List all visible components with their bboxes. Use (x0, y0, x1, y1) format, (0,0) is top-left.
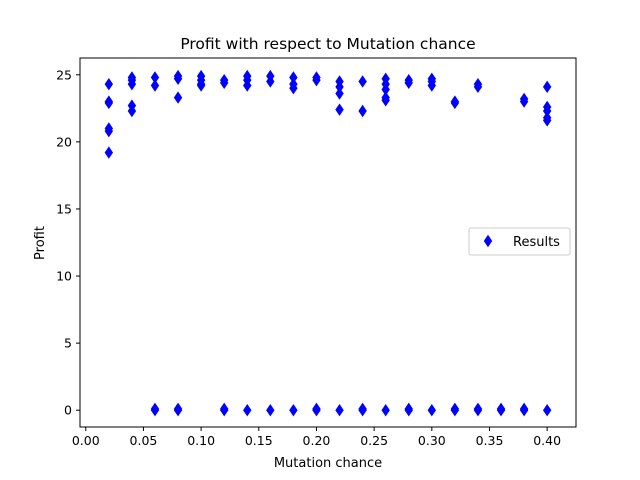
data-point-0-85 (542, 404, 552, 417)
x-tick-label-3: 0.15 (245, 433, 273, 448)
x-tick-label-2: 0.10 (187, 433, 215, 448)
y-tick-label-4: 20 (56, 134, 72, 149)
data-point-0-33 (266, 75, 275, 88)
data-point-0-69 (450, 404, 460, 417)
data-point-0-82 (542, 104, 552, 118)
data-point-0-16 (173, 72, 183, 85)
data-point-0-84 (542, 114, 552, 127)
chart-title: Profit with respect to Mutation chance (180, 35, 475, 53)
data-point-0-2 (104, 96, 114, 110)
x-tick-label-1: 0.05 (130, 433, 158, 448)
x-tick-label-6: 0.30 (418, 433, 446, 448)
data-point-0-40 (312, 73, 321, 87)
data-point-0-47 (335, 404, 344, 417)
data-point-0-57 (381, 404, 390, 417)
data-point-0-11 (150, 71, 160, 84)
data-point-0-19 (173, 404, 183, 417)
data-point-0-14 (150, 404, 160, 417)
data-point-0-38 (289, 404, 298, 417)
data-point-0-30 (243, 79, 252, 92)
data-point-0-4 (104, 124, 114, 138)
x-tick-label-4: 0.20 (303, 433, 331, 448)
y-tick-label-1: 5 (64, 336, 72, 351)
data-point-0-23 (196, 79, 206, 92)
y-tick-label-5: 25 (56, 67, 72, 82)
data-point-0-61 (404, 404, 413, 417)
data-point-0-49 (358, 104, 367, 118)
x-tick-label-0: 0.00 (72, 433, 100, 448)
x-tick-label-5: 0.25 (360, 433, 388, 448)
legend-box (468, 227, 571, 256)
data-point-0-12 (150, 79, 160, 92)
data-point-0-80 (542, 80, 552, 94)
data-point-0-51 (358, 404, 367, 417)
y-tick-label-0: 0 (64, 403, 72, 418)
legend-label-results: Results (513, 235, 560, 250)
axes-frame (79, 57, 577, 428)
data-point-0-67 (450, 96, 460, 110)
x-axis-label: Mutation chance (274, 456, 382, 471)
data-point-0-71 (473, 80, 483, 94)
data-point-0-25 (219, 76, 229, 90)
data-point-0-46 (335, 103, 344, 116)
data-point-0-44 (335, 80, 344, 94)
x-tick-label-8: 0.40 (533, 433, 561, 448)
y-tick-label-3: 15 (56, 201, 72, 216)
data-point-0-59 (404, 76, 413, 90)
data-point-0-56 (381, 94, 390, 107)
data-point-0-31 (243, 404, 252, 417)
x-tick-label-7: 0.35 (476, 433, 504, 448)
data-point-0-10 (127, 104, 137, 118)
data-point-0-45 (335, 87, 344, 100)
data-point-0-75 (496, 404, 506, 417)
data-point-0-8 (127, 77, 137, 91)
y-axis-label: Profit (33, 226, 48, 260)
legend-marker-results (483, 234, 493, 248)
data-point-0-27 (219, 404, 229, 417)
data-point-0-77 (519, 95, 529, 108)
legend: Results (468, 227, 571, 256)
data-point-0-64 (427, 79, 437, 92)
data-point-0-42 (312, 404, 321, 417)
plot-area: 0.00 0.05 0.10 0.15 0.20 0.25 0.30 0.35 0.40 0 5 10… (56, 67, 561, 448)
data-point-0-17 (173, 91, 183, 104)
data-point-0-35 (289, 71, 298, 84)
data-point-0-79 (519, 404, 529, 417)
data-point-0-0 (104, 77, 114, 91)
data-point-0-5 (104, 146, 114, 159)
data-point-0-65 (427, 404, 437, 417)
data-point-0-73 (473, 404, 483, 417)
data-point-0-34 (266, 404, 275, 417)
data-point-0-48 (358, 75, 367, 88)
data-point-0-54 (381, 83, 390, 96)
y-tick-label-2: 10 (56, 269, 72, 284)
data-point-0-37 (289, 81, 298, 95)
